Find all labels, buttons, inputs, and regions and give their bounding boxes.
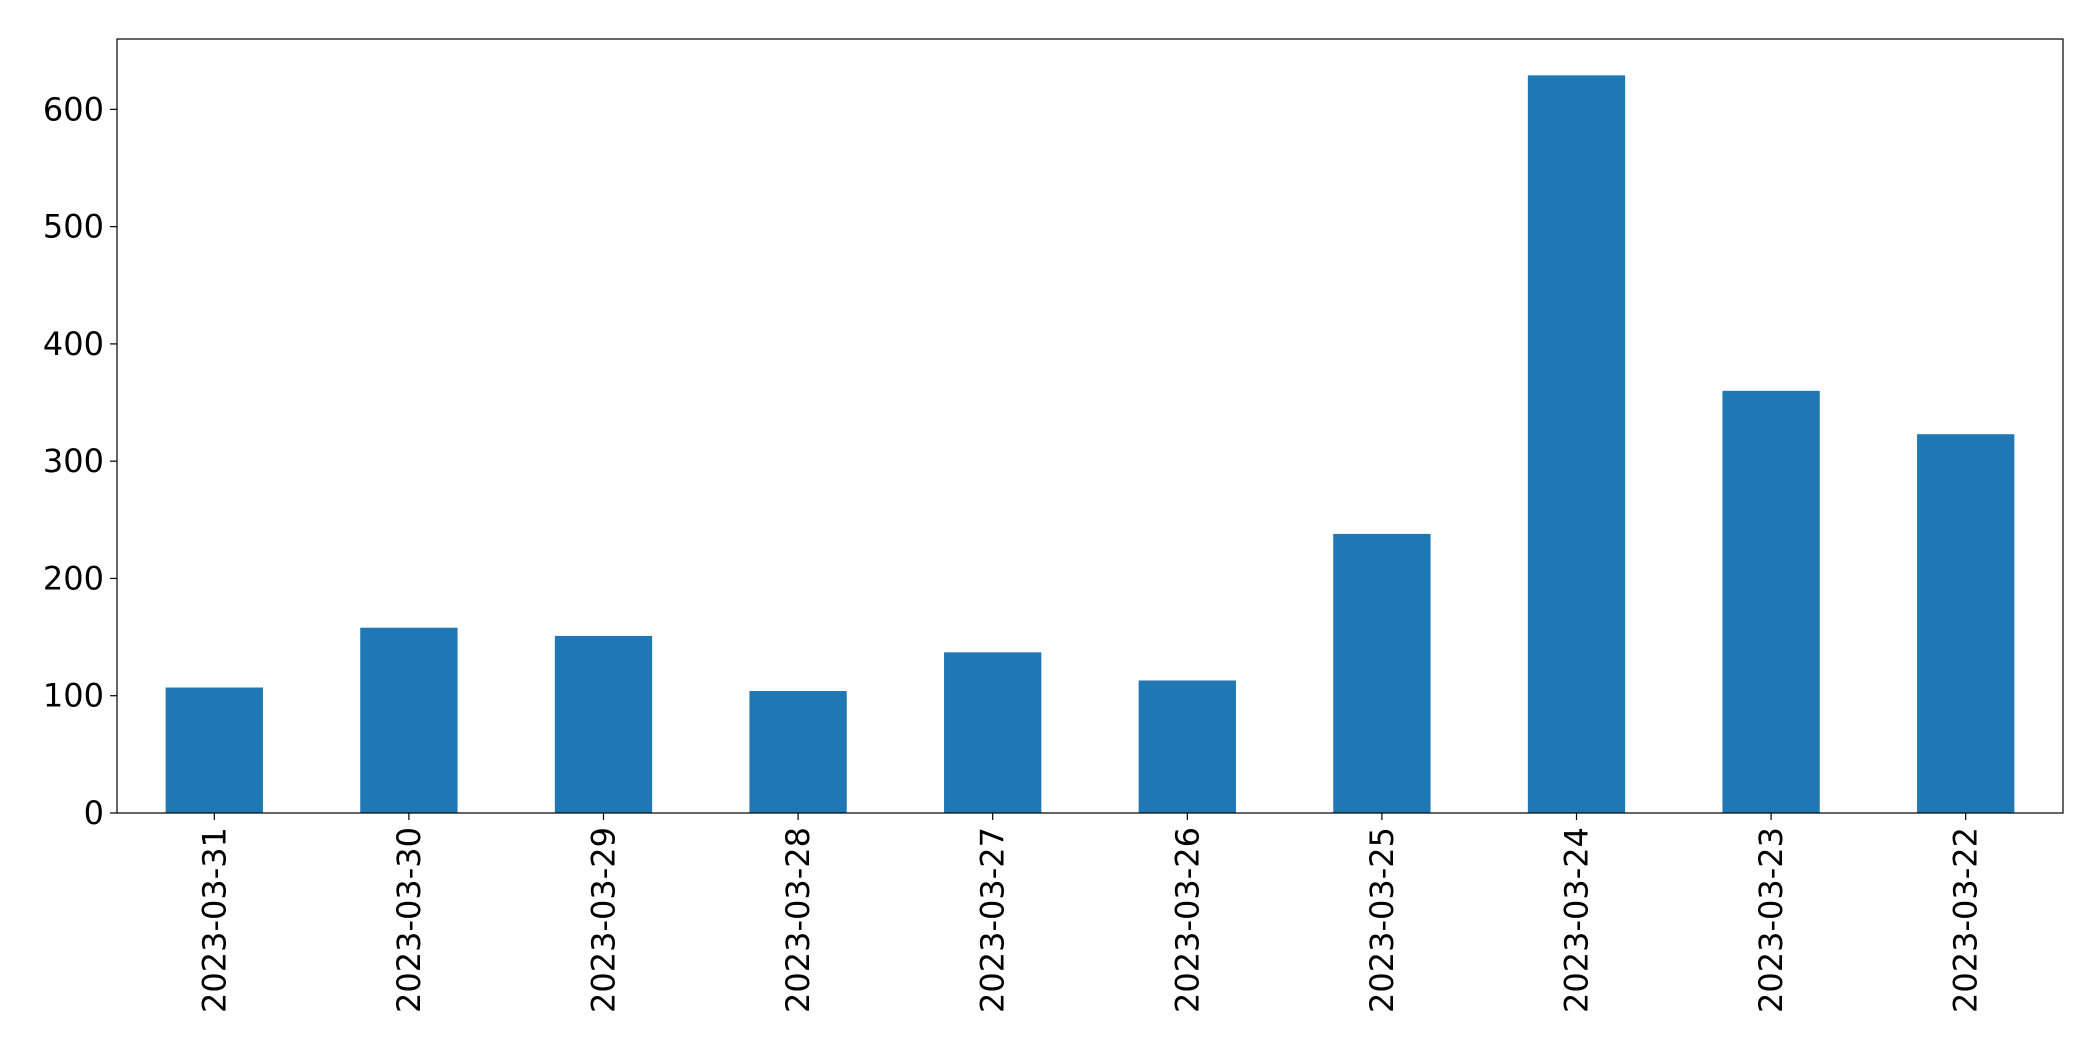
y-tick-label: 100: [43, 677, 104, 715]
bar: [554, 635, 653, 813]
bar: [944, 652, 1042, 813]
y-tick-label: 400: [43, 325, 104, 363]
x-tick-label: 2023-03-31: [195, 827, 233, 1013]
bar: [1138, 680, 1236, 813]
x-tick-label: 2023-03-30: [390, 827, 428, 1013]
x-tick-label: 2023-03-26: [1168, 827, 1206, 1013]
x-tick-label: 2023-03-24: [1558, 827, 1596, 1013]
bar: [749, 691, 847, 813]
y-tick-label: 300: [43, 442, 104, 480]
y-tick-label: 600: [43, 90, 104, 128]
y-tick-label: 500: [43, 208, 104, 246]
x-tick-label: 2023-03-27: [974, 827, 1012, 1013]
bar: [1722, 390, 1820, 813]
y-tick-label: 0: [84, 794, 104, 832]
bar: [1917, 434, 2015, 813]
x-tick-label: 2023-03-29: [585, 827, 623, 1013]
bar: [360, 627, 458, 813]
bar: [165, 687, 263, 813]
bar: [1333, 533, 1431, 813]
plot-frame: [116, 38, 2064, 814]
x-tick-label: 2023-03-23: [1752, 827, 1790, 1013]
x-tick-label: 2023-03-25: [1363, 827, 1401, 1013]
x-tick-label: 2023-03-28: [779, 827, 817, 1013]
y-tick-label: 200: [43, 559, 104, 597]
x-tick-label: 2023-03-22: [1947, 827, 1985, 1013]
bar: [1527, 75, 1626, 813]
